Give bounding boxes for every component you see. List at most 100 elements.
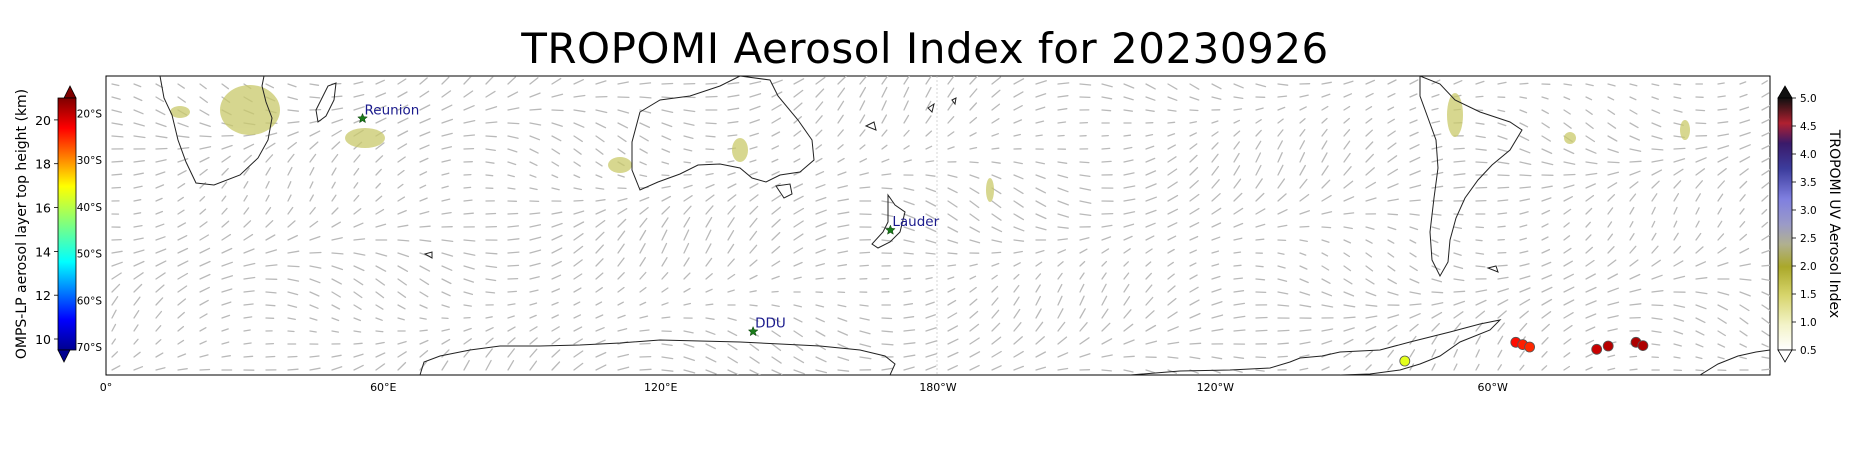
wind-arrow: [617, 328, 628, 332]
wind-arrow: [815, 129, 823, 137]
wind-arrow: [595, 364, 607, 371]
wind-arrow: [617, 272, 625, 280]
wind-arrow: [1321, 194, 1332, 202]
wind-arrow: [1013, 350, 1024, 358]
wind-arrow: [551, 314, 559, 319]
wind-arrow: [1035, 295, 1041, 306]
wind-arrow: [1277, 278, 1288, 282]
wind-arrow: [925, 160, 935, 163]
wind-arrow: [331, 153, 339, 163]
wind-arrow: [1629, 303, 1642, 306]
wind-arrow: [1079, 322, 1088, 332]
wind-arrow: [1541, 248, 1551, 254]
wind-arrow: [1695, 343, 1704, 348]
wind-arrow: [925, 187, 937, 193]
wind-arrow: [771, 245, 781, 254]
wind-arrow: [1233, 290, 1245, 293]
wind-arrow: [1607, 233, 1614, 241]
wind-arrow: [1717, 95, 1726, 98]
wind-arrow: [1761, 169, 1770, 176]
wind-arrow: [133, 96, 143, 102]
wind-arrow: [1585, 246, 1594, 254]
wind-arrow: [727, 82, 740, 85]
wind-arrow: [1123, 309, 1132, 319]
wind-arrow: [221, 275, 234, 280]
wind-arrow: [1101, 248, 1110, 254]
wind-arrow: [1145, 272, 1152, 280]
wind-arrow: [925, 130, 933, 137]
wind-arrow: [1739, 263, 1751, 267]
wind-arrow: [507, 187, 516, 190]
wind-arrow: [991, 118, 1000, 124]
wind-arrow: [309, 251, 322, 254]
wind-arrow: [375, 79, 385, 85]
wind-arrow: [1079, 260, 1086, 267]
wind-arrow: [1761, 330, 1770, 337]
longitude-tick: 120°E: [644, 381, 677, 394]
wind-arrow: [771, 131, 781, 137]
wind-arrow: [1585, 109, 1593, 115]
wind-arrow: [529, 224, 542, 228]
wind-arrow: [1563, 324, 1573, 332]
wind-arrow: [1761, 304, 1770, 312]
wind-arrow: [441, 76, 450, 85]
wind-arrow: [947, 131, 955, 137]
wind-arrow: [199, 208, 207, 215]
wind-arrow: [1453, 311, 1464, 319]
wind-arrow: [309, 141, 319, 150]
wind-arrow: [133, 224, 143, 228]
wind-arrow: [1761, 92, 1770, 98]
wind-arrow: [1475, 161, 1488, 164]
wind-arrow: [793, 144, 801, 150]
wind-arrow: [111, 261, 123, 267]
wind-arrow: [375, 223, 387, 228]
wind-arrow: [529, 302, 538, 306]
wind-arrow: [991, 89, 1001, 98]
wind-arrow: [881, 173, 892, 176]
wind-arrow: [1387, 155, 1398, 163]
wind-arrow: [463, 304, 472, 307]
wind-arrow: [1541, 109, 1549, 115]
wind-arrow: [1607, 328, 1618, 332]
wind-arrow: [1607, 354, 1616, 358]
wind-arrow: [881, 86, 888, 98]
wind-arrow: [991, 251, 1002, 254]
wind-arrow: [507, 161, 517, 166]
wind-arrow: [683, 343, 695, 348]
wind-arrow: [991, 297, 999, 306]
wind-arrow: [1387, 213, 1399, 216]
wind-arrow: [133, 296, 141, 306]
wind-arrow: [1343, 180, 1354, 189]
wind-arrow: [1277, 140, 1283, 150]
wind-arrow: [727, 289, 735, 293]
wind-arrow: [1387, 118, 1395, 124]
wind-arrow: [155, 96, 165, 103]
wind-arrow: [287, 330, 295, 333]
wind-arrow: [177, 96, 186, 103]
wind-arrow: [903, 145, 910, 150]
wind-arrow: [1607, 148, 1619, 154]
wind-arrow: [177, 368, 188, 371]
wind-arrow: [639, 229, 647, 241]
wind-arrow: [397, 169, 405, 176]
wind-arrow: [1299, 94, 1309, 98]
wind-arrow: [1453, 363, 1458, 371]
wind-arrow: [1387, 79, 1397, 85]
wind-arrow: [1607, 301, 1620, 306]
wind-arrow: [1739, 194, 1746, 202]
wind-arrow: [1035, 187, 1047, 194]
wind-arrow: [1497, 364, 1502, 371]
wind-arrow: [133, 199, 142, 202]
wind-arrow: [155, 223, 165, 228]
wind-arrow: [683, 330, 694, 334]
wind-arrow: [793, 261, 803, 267]
wind-arrow: [925, 301, 935, 306]
wind-arrow: [1453, 322, 1462, 332]
wind-arrow: [1585, 172, 1598, 176]
wind-arrow: [353, 342, 363, 345]
wind-arrow: [1519, 224, 1528, 228]
wind-arrow: [573, 187, 583, 191]
wind-arrow: [1717, 180, 1725, 189]
wind-arrow: [199, 122, 211, 128]
wind-arrow: [375, 363, 386, 371]
